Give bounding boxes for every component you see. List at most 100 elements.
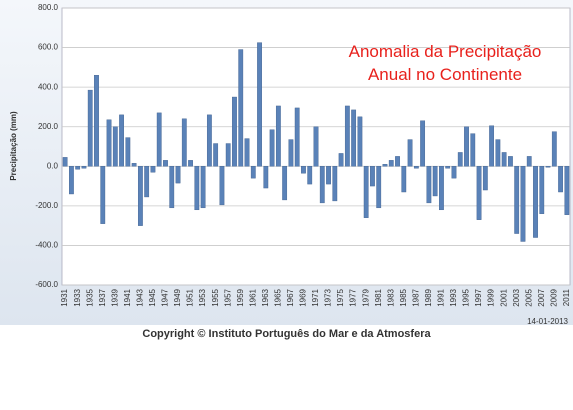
bar bbox=[175, 166, 181, 184]
bar bbox=[545, 166, 551, 168]
y-tick-label: -400.0 bbox=[35, 241, 58, 250]
bar bbox=[482, 166, 488, 191]
bar bbox=[426, 166, 432, 204]
x-tick-label: 1977 bbox=[349, 288, 358, 306]
x-tick-label: 1985 bbox=[399, 288, 408, 306]
bar bbox=[62, 157, 68, 167]
bar bbox=[489, 125, 495, 167]
bar bbox=[294, 107, 300, 167]
x-tick-label: 2003 bbox=[512, 288, 521, 306]
bar bbox=[382, 164, 388, 167]
x-tick-label: 1993 bbox=[449, 288, 458, 306]
y-tick-label: 0.0 bbox=[47, 161, 59, 170]
bar bbox=[357, 116, 363, 167]
x-tick-label: 2001 bbox=[499, 288, 508, 306]
bar bbox=[395, 156, 400, 167]
bar bbox=[319, 166, 325, 204]
bar bbox=[370, 166, 375, 187]
bar bbox=[125, 137, 131, 167]
x-tick-label: 1945 bbox=[148, 288, 157, 306]
x-tick-label: 1979 bbox=[361, 288, 370, 306]
x-tick-label: 2005 bbox=[524, 288, 533, 306]
x-tick-label: 1951 bbox=[186, 288, 195, 306]
x-tick-label: 1967 bbox=[286, 288, 295, 306]
bar bbox=[288, 139, 294, 167]
bar bbox=[351, 109, 357, 167]
bar bbox=[420, 120, 426, 167]
bar bbox=[206, 114, 212, 167]
x-tick-label: 1955 bbox=[211, 288, 220, 306]
x-tick-label: 1939 bbox=[110, 288, 119, 306]
x-tick-label: 1943 bbox=[136, 288, 145, 306]
x-tick-label: 1933 bbox=[73, 288, 82, 306]
bar bbox=[188, 160, 193, 167]
bar bbox=[520, 166, 526, 242]
bar bbox=[232, 96, 237, 167]
x-tick-label: 2007 bbox=[537, 288, 546, 306]
x-tick-label: 1965 bbox=[273, 288, 282, 306]
bar bbox=[194, 166, 200, 211]
bar bbox=[445, 166, 451, 169]
bar bbox=[332, 166, 338, 202]
bar bbox=[457, 152, 463, 167]
bar bbox=[213, 143, 219, 167]
bar bbox=[131, 163, 137, 167]
bar bbox=[388, 160, 394, 167]
bar bbox=[526, 156, 532, 167]
bar bbox=[313, 126, 319, 167]
y-tick-label: -200.0 bbox=[35, 201, 58, 210]
x-tick-label: 2009 bbox=[549, 288, 558, 306]
bar bbox=[225, 143, 231, 167]
bar bbox=[533, 166, 538, 238]
bar bbox=[238, 49, 244, 167]
bar bbox=[263, 166, 269, 189]
x-tick-label: 1999 bbox=[487, 288, 496, 306]
y-tick-label: -600.0 bbox=[35, 280, 58, 289]
x-tick-label: 1937 bbox=[98, 288, 107, 306]
x-tick-label: 1991 bbox=[437, 288, 446, 306]
bar bbox=[326, 166, 331, 185]
x-tick-label: 1983 bbox=[386, 288, 395, 306]
bar bbox=[558, 166, 563, 193]
bar bbox=[150, 166, 156, 173]
bar bbox=[451, 166, 457, 179]
footer: Copyright © Instituto Português do Mar e… bbox=[0, 328, 573, 340]
bar bbox=[501, 152, 507, 167]
copyright: Copyright © bbox=[142, 328, 206, 340]
x-tick-label: 1963 bbox=[261, 288, 270, 306]
bar bbox=[301, 166, 306, 174]
bar bbox=[119, 114, 124, 167]
date-label: 14-01-2013 bbox=[527, 317, 568, 326]
bar bbox=[156, 112, 162, 167]
bar bbox=[439, 166, 444, 211]
bar bbox=[200, 166, 206, 209]
x-tick-label: 1973 bbox=[324, 288, 333, 306]
x-tick-label: 1995 bbox=[462, 288, 471, 306]
bar bbox=[87, 89, 93, 167]
bar bbox=[432, 166, 438, 197]
bar bbox=[508, 156, 513, 167]
bar bbox=[551, 131, 557, 167]
y-tick-label: 800.0 bbox=[38, 3, 59, 12]
bar bbox=[476, 166, 482, 220]
bar bbox=[269, 129, 275, 167]
bar bbox=[250, 166, 256, 179]
y-tick-label: 200.0 bbox=[38, 122, 59, 131]
x-tick-label: 1935 bbox=[85, 288, 94, 306]
bar bbox=[464, 126, 469, 167]
y-tick-label: 400.0 bbox=[38, 82, 59, 91]
x-tick-label: 1953 bbox=[198, 288, 207, 306]
x-tick-label: 1959 bbox=[236, 288, 245, 306]
x-tick-label: 1997 bbox=[474, 288, 483, 306]
bar bbox=[275, 105, 281, 167]
bar bbox=[244, 138, 250, 167]
bar bbox=[106, 119, 112, 167]
bar bbox=[163, 160, 168, 167]
bar bbox=[75, 166, 81, 170]
x-tick-label: 1931 bbox=[60, 288, 69, 306]
bar bbox=[564, 166, 570, 215]
y-tick-label: 600.0 bbox=[38, 43, 59, 52]
x-tick-label: 1957 bbox=[223, 288, 232, 306]
